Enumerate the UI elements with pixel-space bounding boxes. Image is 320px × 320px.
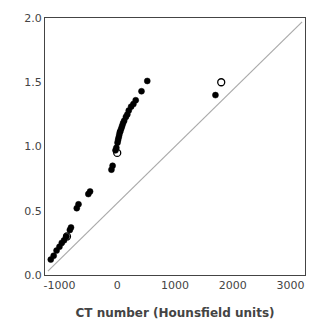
svg-text:0.0: 0.0 bbox=[24, 269, 42, 282]
svg-text:CT number (Hounsfield units): CT number (Hounsfield units) bbox=[75, 306, 274, 320]
svg-text:3000: 3000 bbox=[277, 279, 305, 292]
svg-text:2.0: 2.0 bbox=[24, 12, 42, 25]
svg-text:-1000: -1000 bbox=[43, 279, 75, 292]
svg-text:2000: 2000 bbox=[219, 279, 247, 292]
svg-text:0.5: 0.5 bbox=[24, 205, 42, 218]
svg-text:1.0: 1.0 bbox=[24, 140, 42, 153]
svg-text:1000: 1000 bbox=[161, 279, 189, 292]
svg-text:1.5: 1.5 bbox=[24, 76, 42, 89]
svg-text:0: 0 bbox=[114, 279, 121, 292]
